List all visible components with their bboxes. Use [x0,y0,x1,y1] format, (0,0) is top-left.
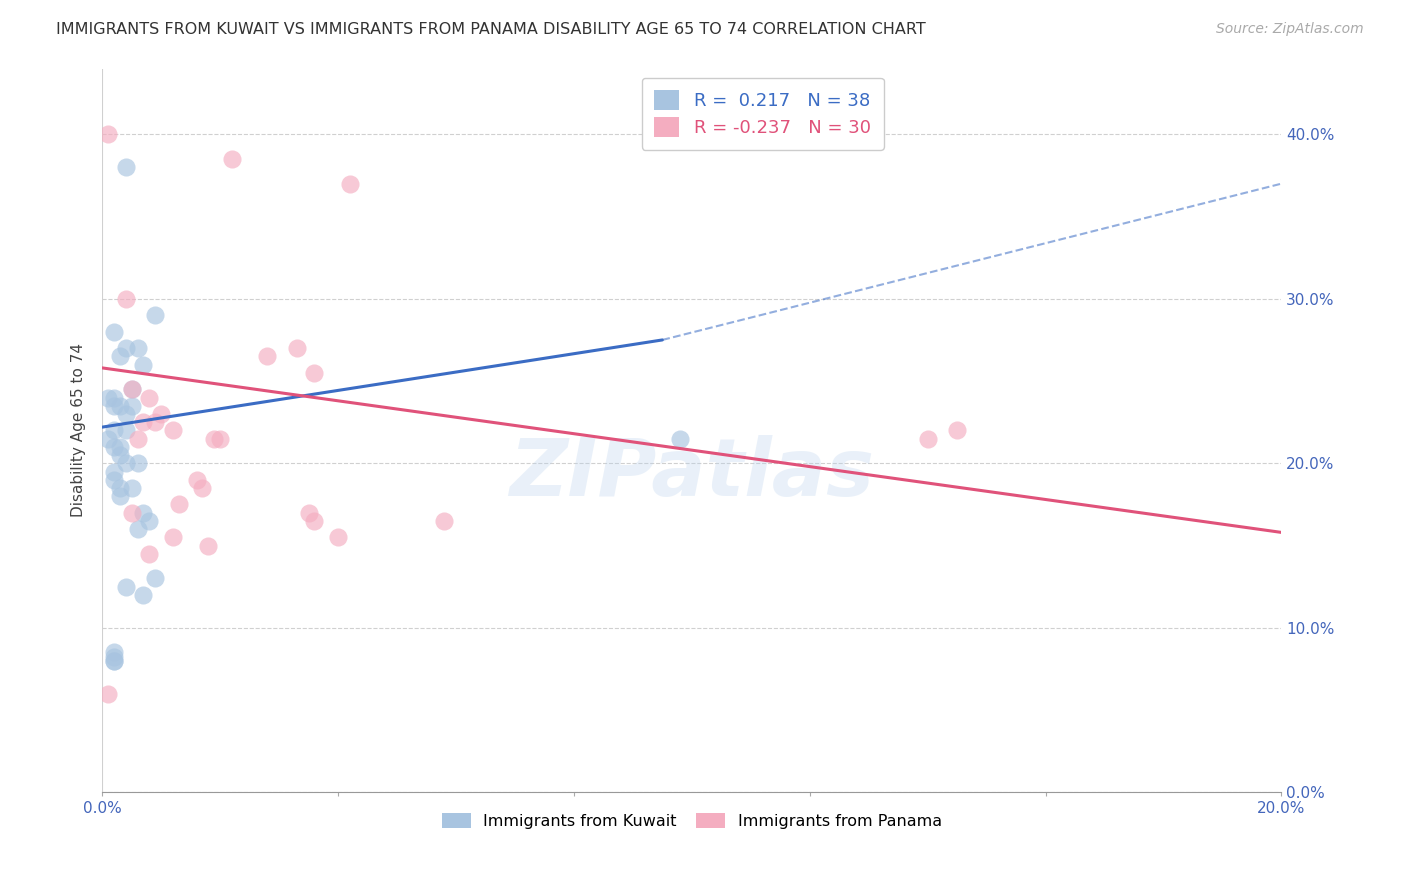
Point [108,399,131,413]
Point [114,580,136,594]
Point [946,424,969,438]
Point [103,650,125,665]
Point [209,432,232,446]
Point [150,407,173,421]
Point [138,547,160,561]
Point [103,654,125,668]
Point [132,415,155,429]
Point [304,366,326,380]
Point [121,399,143,413]
Point [162,424,184,438]
Point [114,292,136,306]
Point [297,506,319,520]
Point [132,506,155,520]
Point [138,391,160,405]
Point [917,432,939,446]
Point [103,473,125,487]
Point [103,399,125,413]
Point [256,350,278,364]
Point [433,514,456,528]
Point [97,128,120,142]
Point [103,391,125,405]
Point [114,424,136,438]
Text: IMMIGRANTS FROM KUWAIT VS IMMIGRANTS FROM PANAMA DISABILITY AGE 65 TO 74 CORRELA: IMMIGRANTS FROM KUWAIT VS IMMIGRANTS FRO… [56,22,927,37]
Point [121,481,143,495]
Point [97,687,120,701]
Point [121,506,143,520]
Point [103,654,125,668]
Point [103,325,125,339]
Point [114,456,136,470]
Point [167,498,190,512]
Point [143,415,166,429]
Point [114,341,136,355]
Point [108,440,131,454]
Point [97,432,120,446]
Point [108,448,131,462]
Point [108,350,131,364]
Point [143,308,166,322]
Point [97,391,120,405]
Point [191,481,214,495]
Point [114,160,136,174]
Point [138,514,160,528]
Legend: Immigrants from Kuwait, Immigrants from Panama: Immigrants from Kuwait, Immigrants from … [436,806,948,835]
Point [186,473,208,487]
Point [103,645,125,659]
Point [285,341,308,355]
Point [162,530,184,544]
Point [202,432,225,446]
Point [127,432,149,446]
Point [669,432,692,446]
Point [121,382,143,396]
Point [132,358,155,372]
Point [326,530,349,544]
Point [108,481,131,495]
Point [121,382,143,396]
Point [221,152,243,166]
Y-axis label: Disability Age 65 to 74: Disability Age 65 to 74 [72,343,86,517]
Point [103,424,125,438]
Text: ZIPatlas: ZIPatlas [509,434,875,513]
Point [114,407,136,421]
Point [143,571,166,585]
Point [304,514,326,528]
Point [103,465,125,479]
Point [127,341,149,355]
Text: Source: ZipAtlas.com: Source: ZipAtlas.com [1216,22,1364,37]
Point [103,440,125,454]
Point [127,522,149,536]
Point [339,177,361,191]
Point [108,489,131,503]
Point [197,539,219,553]
Point [132,588,155,602]
Point [127,456,149,470]
